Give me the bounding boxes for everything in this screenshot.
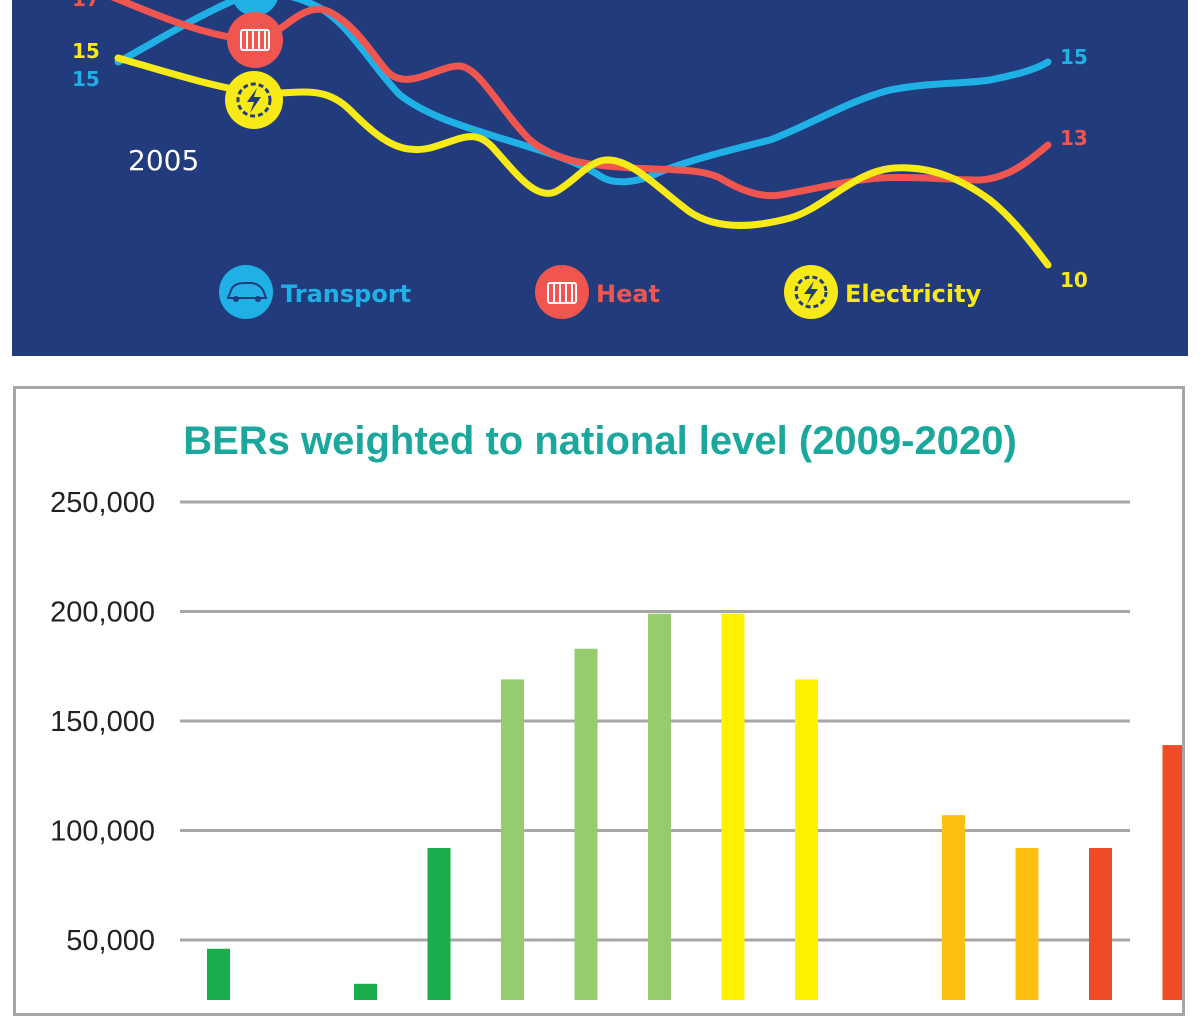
bar — [721, 613, 745, 1000]
transport-start-value: 15 — [72, 67, 100, 91]
legend-transport: Transport — [219, 265, 411, 319]
legend-label-electricity: Electricity — [845, 280, 982, 308]
legend-label-transport: Transport — [281, 280, 411, 308]
heat-line — [110, 0, 1052, 200]
bar — [1015, 848, 1039, 1000]
car-icon — [219, 265, 273, 319]
radiator-marker-icon — [227, 12, 283, 68]
transport-marker-icon — [232, 0, 278, 16]
bar — [354, 983, 377, 1000]
renewables-line-chart-panel: 17 15 15 15 13 10 2005 — [12, 0, 1188, 356]
radiator-icon — [535, 265, 589, 319]
electricity-start-value: 15 — [72, 39, 100, 63]
y-tick-label: 100,000 — [50, 816, 155, 848]
legend-electricity: Electricity — [784, 265, 982, 319]
heat-start-value: 17 — [72, 0, 100, 11]
start-year-label: 2005 — [128, 144, 199, 177]
y-tick-label: 50,000 — [66, 925, 155, 957]
transport-line — [114, 0, 1052, 186]
bar — [1162, 745, 1182, 1000]
ber-bar-chart-panel: BERs weighted to national level (2009-20… — [13, 386, 1185, 1016]
bar — [427, 848, 451, 1000]
bar — [942, 815, 965, 1000]
y-tick-label: 250,000 — [50, 487, 155, 519]
bars — [207, 613, 1182, 1000]
legend-heat: Heat — [535, 265, 660, 319]
y-tick-label: 150,000 — [50, 706, 155, 738]
y-axis-ticks: 250,000 200,000 150,000 100,000 50,000 — [50, 487, 155, 957]
lightning-icon — [784, 265, 838, 319]
bar — [501, 679, 524, 1000]
y-tick-label: 200,000 — [50, 597, 155, 629]
chart-title: BERs weighted to national level (2009-20… — [183, 419, 1017, 463]
renewables-line-chart: 17 15 15 15 13 10 2005 — [72, 0, 1088, 319]
bar — [648, 613, 671, 1000]
transport-end-value: 15 — [1060, 45, 1088, 69]
bar — [1089, 848, 1112, 1000]
electricity-line — [114, 54, 1052, 269]
ber-bar-chart: BERs weighted to national level (2009-20… — [50, 419, 1182, 1000]
bar — [795, 679, 818, 1000]
lightning-marker-icon — [225, 71, 283, 129]
bar — [207, 948, 230, 1000]
bar — [574, 648, 598, 1000]
legend-label-heat: Heat — [596, 280, 660, 308]
electricity-end-value: 10 — [1060, 268, 1088, 292]
heat-end-value: 13 — [1060, 126, 1088, 150]
